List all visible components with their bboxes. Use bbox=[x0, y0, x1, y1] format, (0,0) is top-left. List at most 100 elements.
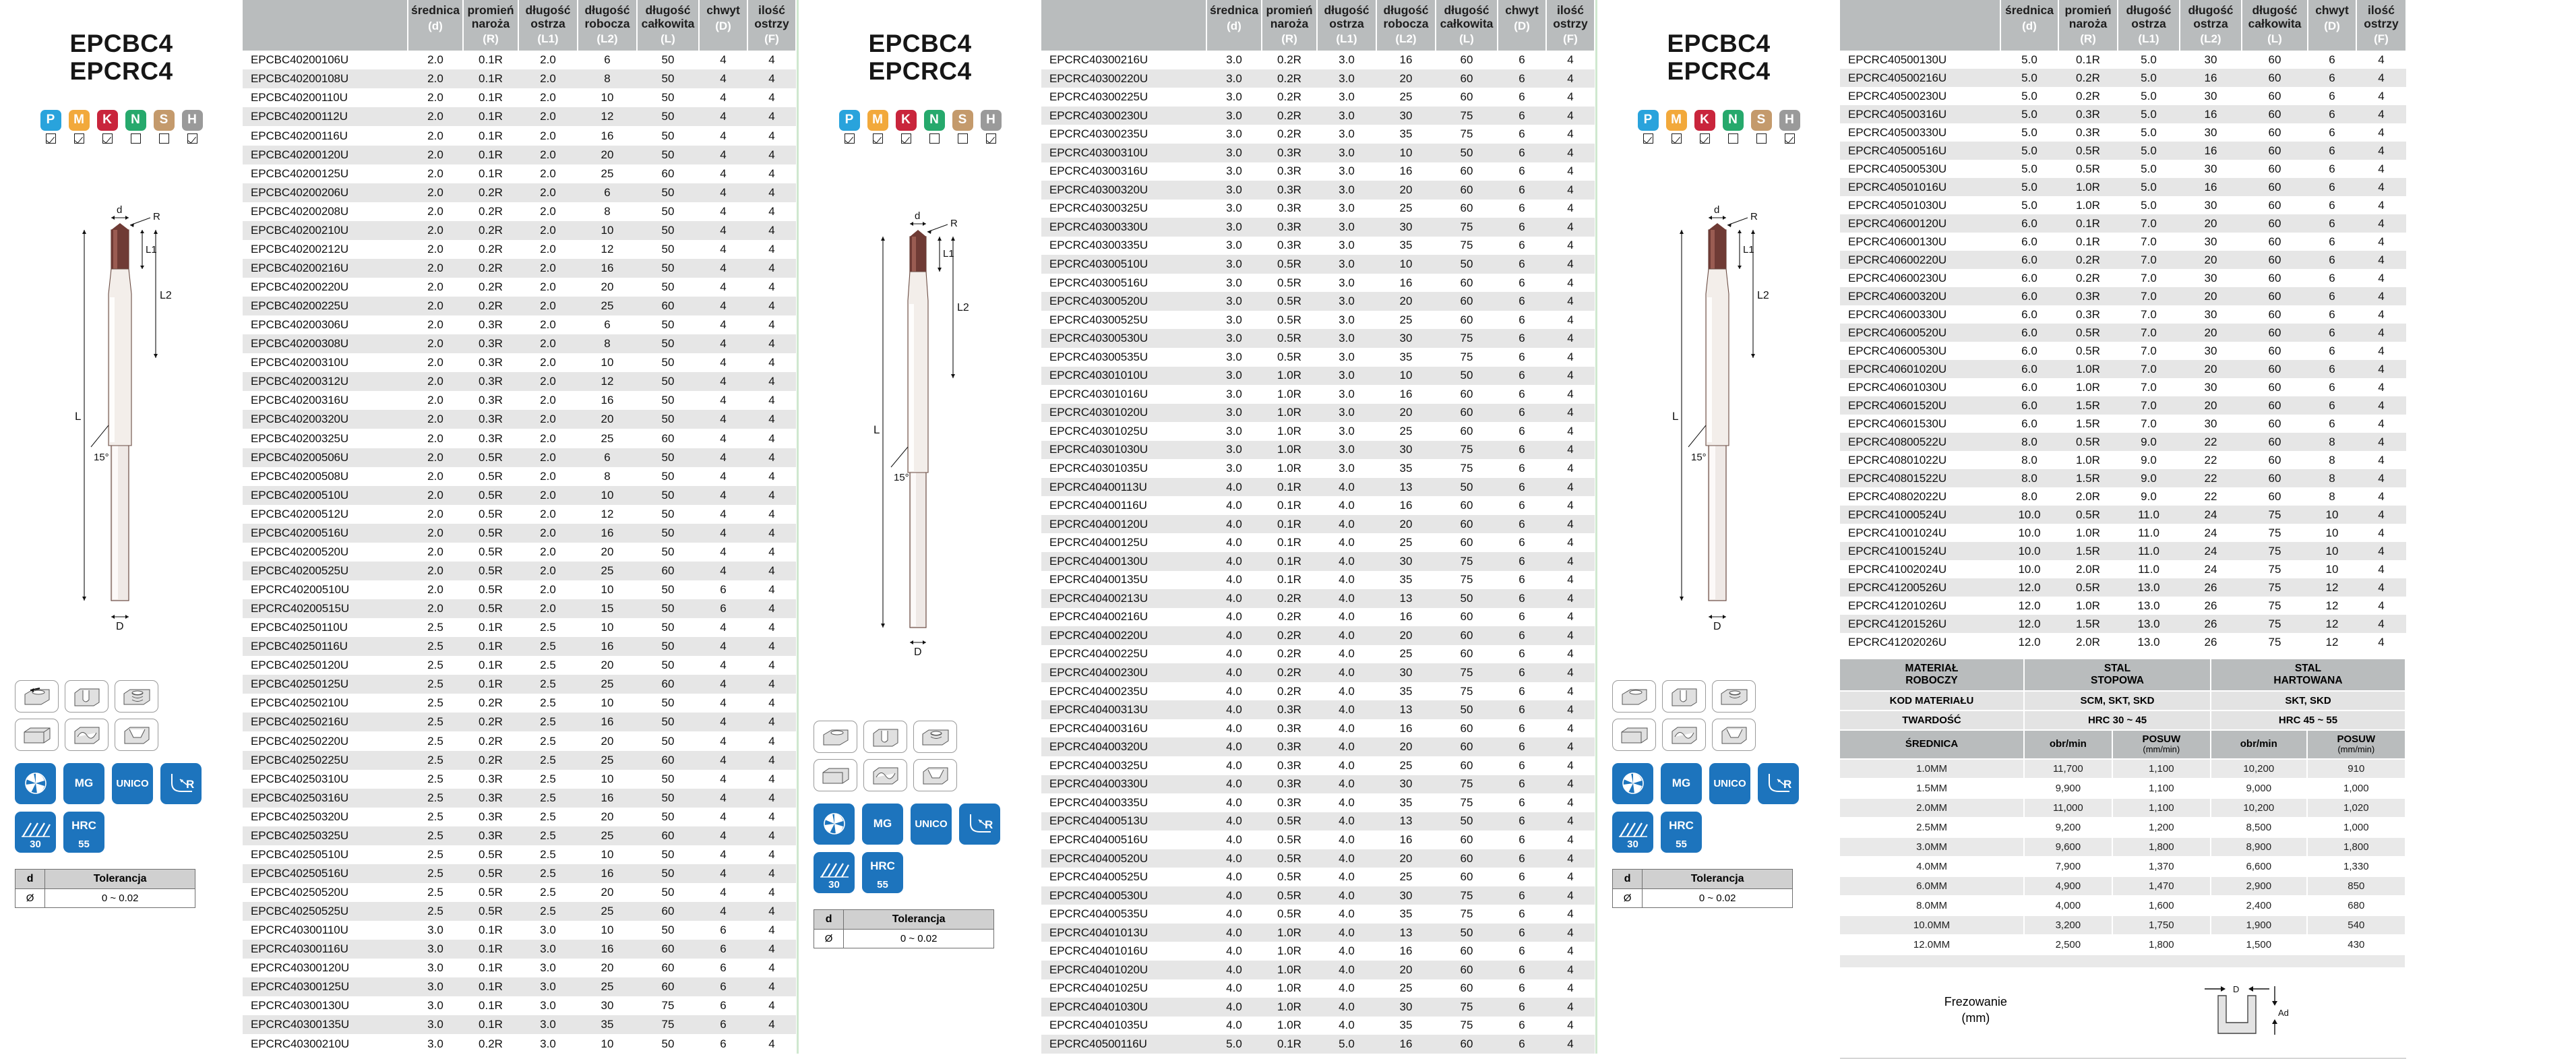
material-checkbox-p[interactable] bbox=[45, 133, 56, 144]
table-row[interactable]: EPCRC40600320U 6.0 0.3R 7.0 20 60 6 4 bbox=[1840, 287, 2406, 306]
table-row[interactable]: EPCBC40200308U 2.0 0.3R 2.0 8 50 4 4 bbox=[243, 334, 796, 354]
table-row[interactable]: EPCBC40200216U 2.0 0.2R 2.0 16 50 4 4 bbox=[243, 258, 796, 278]
table-row[interactable]: EPCRC41202026U 12.0 2.0R 13.0 26 75 12 4 bbox=[1840, 633, 2406, 652]
table-row[interactable]: EPCBC40200520U 2.0 0.5R 2.0 20 50 4 4 bbox=[243, 542, 796, 562]
table-row[interactable]: EPCRC40200510U 2.0 0.5R 2.0 10 50 6 4 bbox=[243, 580, 796, 600]
table-row[interactable]: EPCRC40301030U 3.0 1.0R 3.0 30 75 6 4 bbox=[1041, 440, 1595, 460]
table-row[interactable]: EPCRC40600120U 6.0 0.1R 7.0 20 60 6 4 bbox=[1840, 214, 2406, 233]
table-row[interactable]: EPCRC40400213U 4.0 0.2R 4.0 13 50 6 4 bbox=[1041, 589, 1595, 608]
material-checkbox-h[interactable] bbox=[187, 133, 197, 144]
table-row[interactable]: EPCBC40250116U 2.5 0.1R 2.5 16 50 4 4 bbox=[243, 637, 796, 657]
table-row[interactable]: EPCRC40401030U 4.0 1.0R 4.0 30 75 6 4 bbox=[1041, 998, 1595, 1017]
table-row[interactable]: EPCRC40300525U 3.0 0.5R 3.0 25 60 6 4 bbox=[1041, 310, 1595, 330]
table-row[interactable]: EPCBC40250210U 2.5 0.2R 2.5 10 50 4 4 bbox=[243, 694, 796, 713]
table-row[interactable]: EPCRC40400320U 4.0 0.3R 4.0 20 60 6 4 bbox=[1041, 737, 1595, 756]
table-row[interactable]: EPCRC40301035U 3.0 1.0R 3.0 35 75 6 4 bbox=[1041, 459, 1595, 478]
material-checkbox-k[interactable] bbox=[102, 133, 113, 144]
table-row[interactable]: EPCRC40601530U 6.0 1.5R 7.0 30 60 6 4 bbox=[1840, 415, 2406, 433]
material-checkbox-p[interactable] bbox=[1643, 133, 1653, 144]
table-row[interactable]: EPCRC40400313U 4.0 0.3R 4.0 13 50 6 4 bbox=[1041, 700, 1595, 719]
table-row[interactable]: EPCRC40300125U 3.0 0.1R 3.0 25 60 6 4 bbox=[243, 977, 796, 997]
table-row[interactable]: EPCRC40300310U 3.0 0.3R 3.0 10 50 6 4 bbox=[1041, 143, 1595, 162]
table-row[interactable]: EPCRC40401035U 4.0 1.0R 4.0 35 75 6 4 bbox=[1041, 1016, 1595, 1035]
material-checkbox-m[interactable] bbox=[872, 133, 883, 144]
table-row[interactable]: EPCBC40200310U 2.0 0.3R 2.0 10 50 4 4 bbox=[243, 353, 796, 373]
material-checkbox-n[interactable] bbox=[929, 133, 940, 144]
table-row[interactable]: EPCRC40600130U 6.0 0.1R 7.0 30 60 6 4 bbox=[1840, 233, 2406, 251]
cutting-data-row[interactable]: 10.0MM 3,200 1,750 1,900 540 bbox=[1840, 915, 2407, 936]
table-row[interactable]: EPCBC40200512U 2.0 0.5R 2.0 12 50 4 4 bbox=[243, 504, 796, 524]
table-row[interactable]: EPCRC40400535U 4.0 0.5R 4.0 35 75 6 4 bbox=[1041, 905, 1595, 924]
cutting-data-row[interactable]: 1.0MM 11,700 1,100 10,200 910 bbox=[1840, 758, 2407, 779]
material-checkbox-k[interactable] bbox=[900, 133, 911, 144]
table-row[interactable]: EPCBC40200516U 2.0 0.5R 2.0 16 50 4 4 bbox=[243, 523, 796, 543]
table-row[interactable]: EPCRC40400316U 4.0 0.3R 4.0 16 60 6 4 bbox=[1041, 719, 1595, 738]
table-row[interactable]: EPCBC40250520U 2.5 0.5R 2.5 20 50 4 4 bbox=[243, 882, 796, 903]
table-row[interactable]: EPCRC40600220U 6.0 0.2R 7.0 20 60 6 4 bbox=[1840, 251, 2406, 270]
material-checkbox-k[interactable] bbox=[1699, 133, 1710, 144]
table-row[interactable]: EPCRC40400116U 4.0 0.1R 4.0 16 60 6 4 bbox=[1041, 496, 1595, 515]
table-row[interactable]: EPCRC40400216U 4.0 0.2R 4.0 16 60 6 4 bbox=[1041, 607, 1595, 627]
table-row[interactable]: EPCRC40500530U 5.0 0.5R 5.0 30 60 6 4 bbox=[1840, 160, 2406, 179]
table-row[interactable]: EPCBC40200325U 2.0 0.3R 2.0 25 60 4 4 bbox=[243, 429, 796, 448]
material-checkbox-n[interactable] bbox=[130, 133, 141, 144]
cutting-data-row[interactable]: 3.0MM 9,600 1,800 8,900 1,800 bbox=[1840, 837, 2407, 857]
table-row[interactable]: EPCRC40300110U 3.0 0.1R 3.0 10 50 6 4 bbox=[243, 921, 796, 940]
table-row[interactable]: EPCRC41000524U 10.0 0.5R 11.0 24 75 10 4 bbox=[1840, 506, 2406, 524]
table-row[interactable]: EPCBC40250316U 2.5 0.3R 2.5 16 50 4 4 bbox=[243, 788, 796, 808]
table-row[interactable]: EPCBC40200320U 2.0 0.3R 2.0 20 50 4 4 bbox=[243, 410, 796, 429]
table-row[interactable]: EPCBC40200525U 2.0 0.5R 2.0 25 60 4 4 bbox=[243, 561, 796, 580]
table-row[interactable]: EPCRC40300225U 3.0 0.2R 3.0 25 60 6 4 bbox=[1041, 88, 1595, 107]
material-checkbox-h[interactable] bbox=[1784, 133, 1795, 144]
table-row[interactable]: EPCRC40300235U 3.0 0.2R 3.0 35 75 6 4 bbox=[1041, 125, 1595, 144]
table-row[interactable]: EPCRC40301010U 3.0 1.0R 3.0 10 50 6 4 bbox=[1041, 366, 1595, 386]
table-row[interactable]: EPCBC40250110U 2.5 0.1R 2.5 10 50 4 4 bbox=[243, 618, 796, 638]
table-row[interactable]: EPCBC40250220U 2.5 0.2R 2.5 20 50 4 4 bbox=[243, 731, 796, 751]
table-row[interactable]: EPCRC40600520U 6.0 0.5R 7.0 20 60 6 4 bbox=[1840, 324, 2406, 342]
material-checkbox-m[interactable] bbox=[73, 133, 84, 144]
table-row[interactable]: EPCRC40300320U 3.0 0.3R 3.0 20 60 6 4 bbox=[1041, 181, 1595, 200]
table-row[interactable]: EPCBC40250510U 2.5 0.5R 2.5 10 50 4 4 bbox=[243, 845, 796, 864]
table-row[interactable]: EPCRC40400120U 4.0 0.1R 4.0 20 60 6 4 bbox=[1041, 514, 1595, 534]
table-row[interactable]: EPCBC40200116U 2.0 0.1R 2.0 16 50 4 4 bbox=[243, 126, 796, 146]
table-row[interactable]: EPCRC40300316U 3.0 0.3R 3.0 16 60 6 4 bbox=[1041, 162, 1595, 181]
table-row[interactable]: EPCBC40250516U 2.5 0.5R 2.5 16 50 4 4 bbox=[243, 864, 796, 883]
table-row[interactable]: EPCRC40501016U 5.0 1.0R 5.0 16 60 6 4 bbox=[1840, 178, 2406, 197]
table-row[interactable]: EPCBC40250325U 2.5 0.3R 2.5 25 60 4 4 bbox=[243, 826, 796, 845]
table-row[interactable]: EPCRC40801522U 8.0 1.5R 9.0 22 60 8 4 bbox=[1840, 469, 2406, 488]
table-row[interactable]: EPCRC40401020U 4.0 1.0R 4.0 20 60 6 4 bbox=[1041, 961, 1595, 979]
material-checkbox-n[interactable] bbox=[1727, 133, 1738, 144]
table-row[interactable]: EPCRC40300516U 3.0 0.5R 3.0 16 60 6 4 bbox=[1041, 273, 1595, 293]
table-row[interactable]: EPCRC40400325U 4.0 0.3R 4.0 25 60 6 4 bbox=[1041, 756, 1595, 775]
cutting-data-row[interactable]: 12.0MM 2,500 1,800 1,500 430 bbox=[1840, 934, 2407, 955]
cutting-data-row[interactable]: 6.0MM 4,900 1,470 2,900 850 bbox=[1840, 876, 2407, 897]
table-row[interactable]: EPCRC40301025U 3.0 1.0R 3.0 25 60 6 4 bbox=[1041, 422, 1595, 441]
table-row[interactable]: EPCRC40401013U 4.0 1.0R 4.0 13 50 6 4 bbox=[1041, 923, 1595, 942]
table-row[interactable]: EPCRC40300330U 3.0 0.3R 3.0 30 75 6 4 bbox=[1041, 218, 1595, 237]
table-row[interactable]: EPCRC40401025U 4.0 1.0R 4.0 25 60 6 4 bbox=[1041, 979, 1595, 998]
table-row[interactable]: EPCRC40500216U 5.0 0.2R 5.0 16 60 6 4 bbox=[1840, 69, 2406, 88]
table-row[interactable]: EPCRC40800522U 8.0 0.5R 9.0 22 60 8 4 bbox=[1840, 433, 2406, 452]
table-row[interactable]: EPCBC40200110U 2.0 0.1R 2.0 10 50 4 4 bbox=[243, 88, 796, 108]
table-row[interactable]: EPCRC40300325U 3.0 0.3R 3.0 25 60 6 4 bbox=[1041, 199, 1595, 218]
table-row[interactable]: EPCBC40200120U 2.0 0.1R 2.0 20 50 4 4 bbox=[243, 145, 796, 164]
table-row[interactable]: EPCRC40500330U 5.0 0.3R 5.0 30 60 6 4 bbox=[1840, 123, 2406, 142]
cutting-data-row[interactable]: 8.0MM 4,000 1,600 2,400 680 bbox=[1840, 895, 2407, 916]
table-row[interactable]: EPCBC40250216U 2.5 0.2R 2.5 16 50 4 4 bbox=[243, 713, 796, 732]
table-row[interactable]: EPCRC40601020U 6.0 1.0R 7.0 20 60 6 4 bbox=[1840, 360, 2406, 379]
table-row[interactable]: EPCRC40400135U 4.0 0.1R 4.0 35 75 6 4 bbox=[1041, 570, 1595, 590]
table-row[interactable]: EPCRC40400225U 4.0 0.2R 4.0 25 60 6 4 bbox=[1041, 644, 1595, 664]
table-row[interactable]: EPCBC40250310U 2.5 0.3R 2.5 10 50 4 4 bbox=[243, 769, 796, 789]
cutting-data-row[interactable]: 2.0MM 11,000 1,100 10,200 1,020 bbox=[1840, 797, 2407, 818]
table-row[interactable]: EPCBC40200206U 2.0 0.2R 2.0 6 50 4 4 bbox=[243, 183, 796, 202]
table-row[interactable]: EPCRC40500516U 5.0 0.5R 5.0 16 60 6 4 bbox=[1840, 142, 2406, 160]
table-row[interactable]: EPCBC40200108U 2.0 0.1R 2.0 8 50 4 4 bbox=[243, 69, 796, 89]
table-row[interactable]: EPCBC40200306U 2.0 0.3R 2.0 6 50 4 4 bbox=[243, 315, 796, 335]
table-row[interactable]: EPCRC40802022U 8.0 2.0R 9.0 22 60 8 4 bbox=[1840, 487, 2406, 506]
table-row[interactable]: EPCRC40301020U 3.0 1.0R 3.0 20 60 6 4 bbox=[1041, 403, 1595, 423]
table-row[interactable]: EPCRC40300335U 3.0 0.3R 3.0 35 75 6 4 bbox=[1041, 236, 1595, 255]
table-row[interactable]: EPCRC40400220U 4.0 0.2R 4.0 20 60 6 4 bbox=[1041, 626, 1595, 645]
table-row[interactable]: EPCBC40250120U 2.5 0.1R 2.5 20 50 4 4 bbox=[243, 656, 796, 675]
material-checkbox-s[interactable] bbox=[1756, 133, 1767, 144]
table-row[interactable]: EPCRC40401016U 4.0 1.0R 4.0 16 60 6 4 bbox=[1041, 942, 1595, 961]
